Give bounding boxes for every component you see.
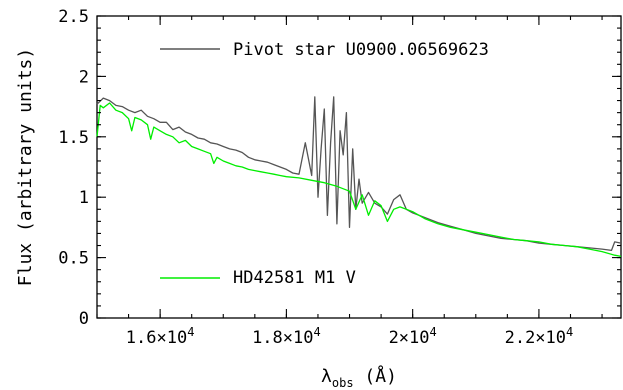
legend-label-pivot-star: Pivot star U0900.06569623 [233,40,489,60]
x-axis-title-unit: (Å) [364,365,397,387]
x-tick-label: 1.6×104 [126,325,195,348]
tick-layer: 00.511.522.51.6×104 1.8×104 2×104 2.2×104 [58,7,621,348]
x-tick-label-mantissa: 1.8×10 [252,328,313,348]
x-axis-title: λobs (Å) [321,365,397,390]
y-tick-label: 0.5 [58,249,89,269]
x-axis-title-symbol: λ [321,366,332,387]
x-tick-label-exponent: 4 [430,325,437,339]
y-tick-label: 0 [79,309,89,329]
series-layer [96,96,622,258]
y-tick-label: 2 [79,67,89,87]
x-tick-label: 2×104 [389,325,437,348]
y-tick-label: 2.5 [58,7,89,27]
x-tick-label-mantissa: 2×10 [389,328,430,348]
series-line-0 [96,96,622,252]
plot-frame [96,15,622,319]
legend-bottom: HD42581 M1 V [160,268,356,288]
legend-top: Pivot star U0900.06569623 [160,40,489,60]
y-tick-label: 1.5 [58,128,89,148]
x-tick-label-exponent: 4 [187,325,194,339]
y-tick-label: 1 [79,188,89,208]
x-axis-title-subscript: obs [332,376,354,390]
x-tick-label-mantissa: 1.6×10 [126,328,187,348]
x-tick-label: 1.8×104 [252,325,321,348]
x-axis-title-space [354,366,365,387]
x-tick-label-exponent: 4 [313,325,320,339]
legend-label-hd42581: HD42581 M1 V [233,268,356,288]
series-line-1 [96,102,622,258]
x-tick-label-mantissa: 2.2×10 [505,328,566,348]
y-axis-title: Flux (arbitrary units) [15,48,36,286]
x-tick-label-exponent: 4 [566,325,573,339]
x-tick-label: 2.2×104 [505,325,574,348]
